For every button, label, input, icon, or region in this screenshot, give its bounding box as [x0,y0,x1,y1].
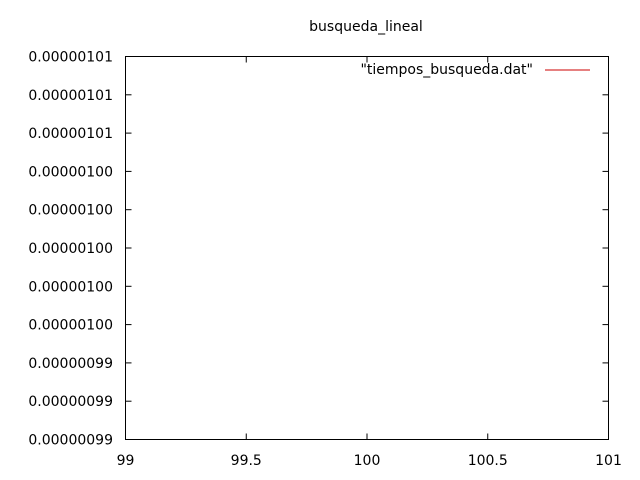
y-tick-label: 0.00000099 [28,356,113,372]
legend: "tiempos_busqueda.dat" [360,62,590,78]
x-tick-label: 99 [117,453,135,469]
x-tick-label: 100 [354,453,381,469]
y-tick-label: 0.00000101 [28,126,113,142]
y-axis: 0.00000101 0.00000101 0.00000101 0.00000100… [28,50,609,449]
x-tick-label: 99.5 [231,453,262,469]
chart-title: busqueda_lineal [309,19,423,35]
y-tick-label: 0.00000100 [28,164,113,180]
y-tick-label: 0.00000099 [28,433,113,449]
y-tick-label: 0.00000100 [28,279,113,295]
y-tick-label: 0.00000099 [28,394,113,410]
y-tick-label: 0.00000100 [28,203,113,219]
plot-frame [125,56,609,440]
legend-label: "tiempos_busqueda.dat" [360,62,533,78]
y-tick-label: 0.00000100 [28,318,113,334]
y-tick-label: 0.00000101 [28,50,113,66]
x-tick-label: 100.5 [468,453,508,469]
x-axis: 99 99.5 100 100.5 101 [117,56,622,469]
y-tick-label: 0.00000101 [28,88,113,104]
x-tick-label: 101 [595,453,622,469]
y-tick-label: 0.00000100 [28,241,113,257]
